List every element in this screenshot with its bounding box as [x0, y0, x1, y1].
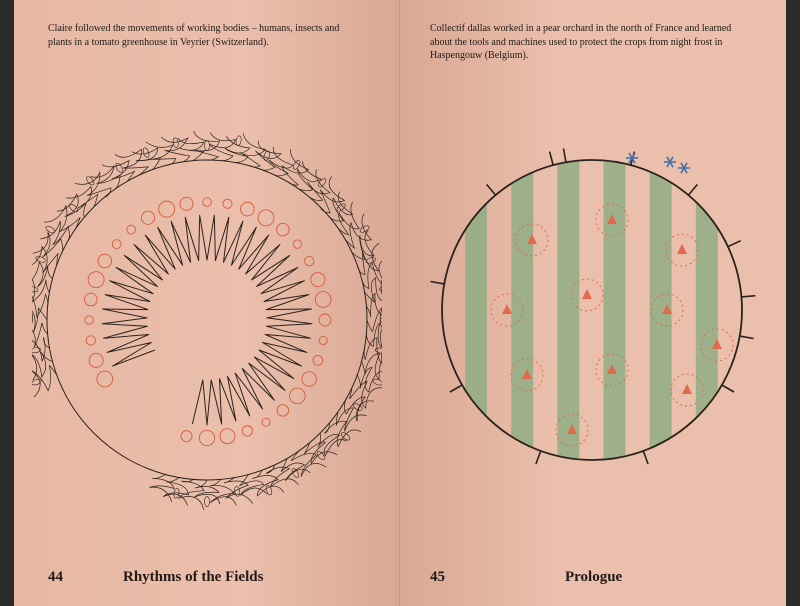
page-right: Collectif dallas worked in a pear orchar… — [400, 0, 786, 606]
footer-right: 45 Prologue — [400, 569, 786, 586]
book-spread: Claire followed the movements of working… — [14, 0, 786, 606]
diagram-greenhouse — [32, 110, 382, 510]
page-left: Claire followed the movements of working… — [14, 0, 400, 606]
caption-right: Collectif dallas worked in a pear orchar… — [430, 22, 742, 63]
footer-left: 44 Rhythms of the Fields — [14, 569, 399, 586]
footer-title-left: Rhythms of the Fields — [123, 569, 263, 586]
footer-title-right: Prologue — [565, 569, 622, 586]
page-number-left: 44 — [48, 569, 63, 586]
diagram-orchard — [422, 120, 762, 480]
page-number-right: 45 — [430, 569, 445, 586]
caption-left: Claire followed the movements of working… — [48, 22, 365, 49]
